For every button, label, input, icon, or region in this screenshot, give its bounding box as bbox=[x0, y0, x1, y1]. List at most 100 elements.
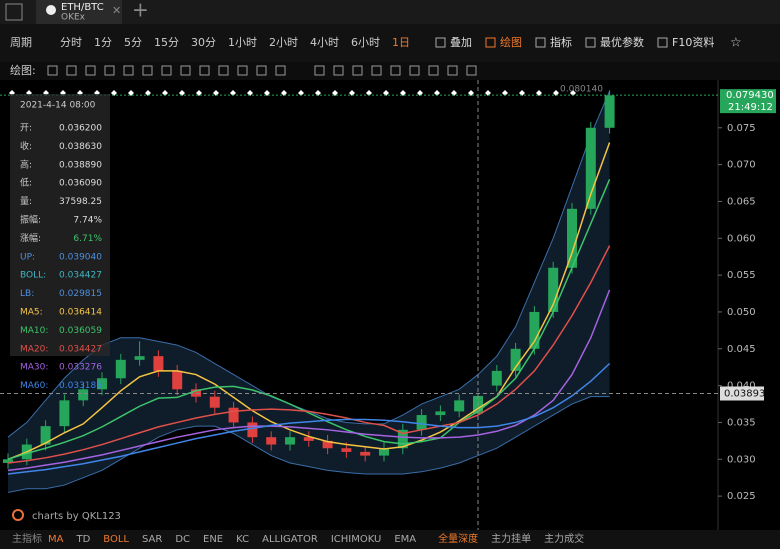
candle-body bbox=[604, 95, 615, 128]
y-tick-label: 0.035 bbox=[727, 417, 756, 428]
watermark: charts by QKL123 bbox=[32, 511, 121, 522]
period-button[interactable]: 1日 bbox=[392, 36, 410, 49]
indicator-button[interactable]: BOLL bbox=[103, 534, 129, 545]
y-tick-label: 0.060 bbox=[727, 233, 756, 244]
info-label: MA20: bbox=[20, 344, 48, 354]
event-marker bbox=[349, 90, 355, 96]
draw-tool[interactable] bbox=[428, 65, 439, 76]
candle-body bbox=[247, 422, 258, 438]
draw-toolbar bbox=[0, 62, 780, 80]
action-button[interactable]: 绘图 bbox=[500, 35, 522, 49]
candle-body bbox=[266, 437, 277, 445]
ma-line bbox=[7, 362, 611, 475]
draw-tool[interactable] bbox=[161, 65, 172, 76]
draw-tool[interactable] bbox=[237, 65, 248, 76]
info-value: 0.039040 bbox=[59, 252, 102, 262]
indicator-button[interactable]: ALLIGATOR bbox=[262, 534, 318, 545]
event-marker bbox=[366, 90, 372, 96]
action-button[interactable]: 最优参数 bbox=[600, 35, 644, 49]
ma-line bbox=[7, 179, 611, 460]
candle-body bbox=[115, 359, 126, 379]
draw-tool[interactable] bbox=[390, 65, 401, 76]
period-button[interactable]: 2小时 bbox=[269, 36, 298, 49]
draw-tool[interactable] bbox=[333, 65, 344, 76]
candle-body bbox=[435, 411, 446, 416]
info-value: 0.029815 bbox=[59, 289, 102, 299]
action-icon bbox=[435, 37, 446, 48]
menu-icon[interactable] bbox=[5, 3, 23, 21]
draw-tool[interactable] bbox=[466, 65, 477, 76]
event-marker bbox=[536, 90, 542, 96]
draw-tool[interactable] bbox=[275, 65, 286, 76]
period-button[interactable]: 5分 bbox=[124, 36, 142, 49]
draw-tool[interactable] bbox=[256, 65, 267, 76]
indicator-button[interactable]: KC bbox=[236, 534, 249, 545]
event-marker bbox=[468, 90, 474, 96]
draw-tool[interactable] bbox=[66, 65, 77, 76]
indicator-button[interactable]: 主力挂单 bbox=[491, 532, 531, 545]
draw-tool[interactable] bbox=[371, 65, 382, 76]
indicator-button[interactable]: 全量深度 bbox=[438, 532, 478, 545]
event-marker bbox=[383, 90, 389, 96]
action-button[interactable]: F10资料 bbox=[672, 35, 714, 49]
indicator-button[interactable]: MA bbox=[48, 534, 64, 545]
indicator-button[interactable]: TD bbox=[75, 534, 90, 545]
period-button[interactable]: 1分 bbox=[94, 36, 112, 49]
event-marker bbox=[451, 90, 457, 96]
boll-line bbox=[7, 396, 610, 493]
period-button[interactable]: 分时 bbox=[60, 36, 82, 49]
draw-tool[interactable] bbox=[104, 65, 115, 76]
info-label: MA30: bbox=[20, 363, 48, 373]
ma-line bbox=[7, 289, 611, 472]
event-marker bbox=[485, 90, 491, 96]
draw-tool[interactable] bbox=[447, 65, 458, 76]
action-button[interactable]: 指标 bbox=[550, 35, 572, 49]
action-button[interactable]: 叠加 bbox=[450, 36, 472, 49]
indicator-button[interactable]: ENE bbox=[203, 534, 223, 545]
info-label: UP: bbox=[20, 252, 35, 262]
indicator-bar bbox=[0, 530, 780, 549]
draw-tool[interactable] bbox=[199, 65, 210, 76]
draw-tool[interactable] bbox=[142, 65, 153, 76]
info-label: BOLL: bbox=[20, 271, 46, 281]
draw-tool[interactable] bbox=[123, 65, 134, 76]
y-tick-label: 0.025 bbox=[727, 491, 756, 502]
indicator-button[interactable]: EMA bbox=[394, 534, 416, 545]
draw-tool[interactable] bbox=[409, 65, 420, 76]
info-label: 振幅: bbox=[20, 214, 41, 226]
period-button[interactable]: 15分 bbox=[154, 36, 179, 49]
event-marker bbox=[230, 90, 236, 96]
star-icon[interactable]: ☆ bbox=[730, 36, 742, 51]
y-tick-label: 0.075 bbox=[727, 123, 756, 134]
period-button[interactable]: 30分 bbox=[191, 36, 216, 49]
event-marker bbox=[553, 90, 559, 96]
new-tab[interactable]: + bbox=[132, 0, 149, 22]
candle-body bbox=[78, 389, 89, 401]
period-button[interactable]: 6小时 bbox=[351, 36, 380, 49]
event-marker bbox=[213, 90, 219, 96]
draw-tool[interactable] bbox=[85, 65, 96, 76]
y-tick-label: 0.065 bbox=[727, 196, 756, 207]
indicator-button[interactable]: DC bbox=[175, 534, 190, 545]
draw-tool[interactable] bbox=[352, 65, 363, 76]
event-marker bbox=[281, 90, 287, 96]
draw-tool[interactable] bbox=[314, 65, 325, 76]
ma-line bbox=[7, 142, 611, 460]
tab-bar bbox=[0, 0, 780, 24]
period-button[interactable]: 1小时 bbox=[228, 36, 257, 49]
draw-tool[interactable] bbox=[47, 65, 58, 76]
draw-label: 绘图: bbox=[10, 63, 36, 77]
indicator-button[interactable]: 主力成交 bbox=[544, 532, 584, 545]
indicator-button[interactable]: ICHIMOKU bbox=[331, 534, 382, 545]
tab-close[interactable]: ✕ bbox=[112, 4, 121, 17]
event-marker bbox=[502, 90, 508, 96]
draw-tool[interactable] bbox=[180, 65, 191, 76]
indicator-button[interactable]: SAR bbox=[142, 534, 162, 545]
last-time: 21:49:12 bbox=[728, 102, 773, 113]
draw-tool[interactable] bbox=[218, 65, 229, 76]
period-button[interactable]: 4小时 bbox=[310, 36, 339, 49]
candle-body bbox=[322, 440, 333, 449]
y-tick-label: 0.045 bbox=[727, 344, 756, 355]
candle-body bbox=[379, 448, 389, 456]
